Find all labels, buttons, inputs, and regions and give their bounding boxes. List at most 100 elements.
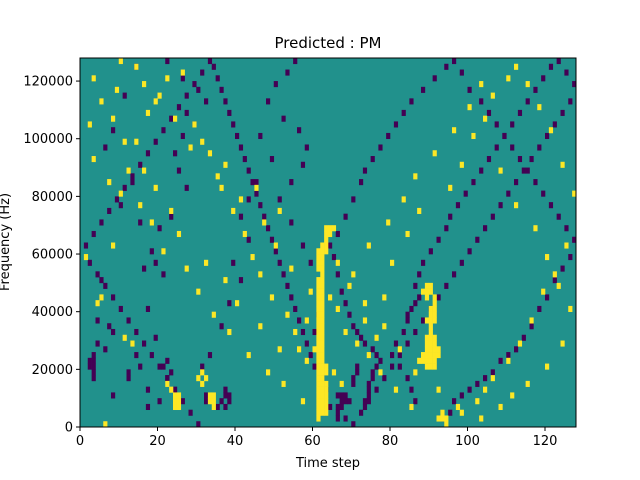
heatmap-cell-high [432, 346, 437, 353]
heatmap-cell-high [316, 323, 321, 330]
heatmap-cell-low [362, 167, 368, 174]
y-tick-label: 60000 [32, 248, 73, 263]
heatmap-cell-low [254, 190, 259, 197]
heatmap-cell-high [529, 317, 534, 324]
y-axis-label: Frequency (Hz) [0, 193, 13, 291]
heatmap-cell-low [99, 277, 104, 284]
heatmap-cell-high [366, 352, 371, 359]
heatmap-cell-low [335, 230, 340, 238]
heatmap-cell-low [223, 403, 228, 411]
heatmap-cell-high [196, 375, 201, 382]
heatmap-cell-low [366, 392, 371, 399]
heatmap-cell-high [111, 115, 116, 122]
heatmap-cell-high [316, 254, 321, 261]
heatmap-cell-low [355, 363, 360, 370]
heatmap-cell-low [219, 323, 224, 330]
heatmap-cell-low [428, 248, 433, 255]
heatmap-cell-low [180, 75, 185, 82]
heatmap-cell-low [537, 305, 542, 312]
heatmap-cell-low [312, 363, 317, 370]
heatmap-cell-low [238, 144, 244, 151]
heatmap-cell-low [176, 167, 182, 174]
heatmap-cell-low [293, 305, 298, 312]
heatmap-cell-high [176, 392, 182, 399]
heatmap-cell-low [432, 75, 437, 82]
heatmap-cell-high [320, 386, 325, 393]
heatmap-cell-high [428, 328, 433, 336]
heatmap-cell-low [227, 300, 232, 307]
heatmap-cell-high [378, 369, 383, 376]
heatmap-cell-high [436, 346, 441, 353]
heatmap-cell-high [510, 392, 515, 399]
heatmap-cell-low [533, 86, 538, 93]
heatmap-cell-low [498, 357, 503, 364]
heatmap-cell-low [390, 352, 395, 359]
x-tick-label: 60 [304, 434, 321, 449]
heatmap-cell-high [424, 363, 430, 370]
heatmap-cell-high [324, 369, 329, 376]
heatmap-cell-low [204, 392, 209, 399]
heatmap-cell-low [95, 317, 100, 324]
heatmap-cell-low [130, 173, 135, 180]
heatmap-cell-low [207, 58, 213, 65]
heatmap-cell-low [173, 150, 178, 157]
heatmap-cell-low [486, 156, 492, 163]
heatmap-cell-high [335, 259, 340, 266]
heatmap-cell-low [548, 202, 554, 209]
heatmap-cell-low [149, 248, 154, 255]
heatmap-cell-low [204, 398, 209, 405]
heatmap-cell-low [413, 328, 418, 336]
heatmap-cell-low [111, 127, 116, 134]
heatmap-cell-low [351, 421, 356, 428]
heatmap-cell-high [316, 403, 321, 411]
heatmap-cell-high [246, 352, 251, 359]
heatmap-cell-low [300, 161, 306, 168]
heatmap-cell-high [498, 403, 503, 411]
heatmap-cell-low [339, 398, 344, 405]
heatmap-cell-high [362, 317, 368, 324]
heatmap-cell-high [316, 328, 321, 336]
heatmap-cell-high [424, 334, 430, 341]
heatmap-cell-high [432, 340, 437, 347]
heatmap-cell-high [173, 398, 178, 405]
heatmap-cell-high [428, 334, 433, 341]
heatmap-cell-low [506, 190, 511, 197]
heatmap-cell-high [324, 363, 329, 370]
heatmap-cell-high [285, 311, 290, 318]
y-axis: 0 20000 40000 60000 80000 100000 120000 [23, 75, 80, 436]
heatmap-cell-high [440, 409, 445, 416]
heatmap-cell-high [316, 259, 321, 266]
heatmap-cell-low [223, 386, 228, 393]
heatmap-cell-high [479, 81, 484, 88]
heatmap-cell-low [347, 398, 352, 405]
heatmap-cell-low [448, 213, 453, 220]
heatmap-cell-high [316, 352, 321, 359]
heatmap-cell-low [564, 69, 569, 76]
heatmap-cell-high [320, 242, 325, 249]
heatmap-cell-low [289, 179, 294, 186]
heatmap-cell-high [142, 81, 147, 88]
heatmap-cell-high [320, 346, 325, 353]
heatmap-cell-high [331, 225, 337, 232]
heatmap-cell-high [560, 161, 565, 168]
heatmap-cell-low [572, 236, 577, 243]
heatmap-cell-high [417, 207, 422, 214]
heatmap-cell-low [238, 213, 244, 220]
heatmap-cell-low [176, 104, 182, 111]
heatmap-cell-high [382, 294, 387, 301]
heatmap-cell-high [386, 219, 391, 226]
heatmap-cell-low [517, 156, 523, 163]
heatmap-cell-high [320, 334, 325, 341]
heatmap-cell-high [316, 363, 321, 370]
heatmap-cell-low [541, 75, 546, 82]
heatmap-cell-low [436, 236, 441, 243]
heatmap-cell-low [556, 213, 561, 220]
heatmap-cell-high [498, 167, 503, 174]
heatmap-cell-low [184, 184, 189, 191]
heatmap-cell-high [483, 386, 488, 393]
heatmap-cell-low [153, 259, 158, 266]
heatmap-cell-high [161, 248, 166, 255]
heatmap-cell-high [200, 380, 205, 387]
heatmap-cell-low [231, 121, 236, 128]
heatmap-cell-low [405, 311, 410, 318]
